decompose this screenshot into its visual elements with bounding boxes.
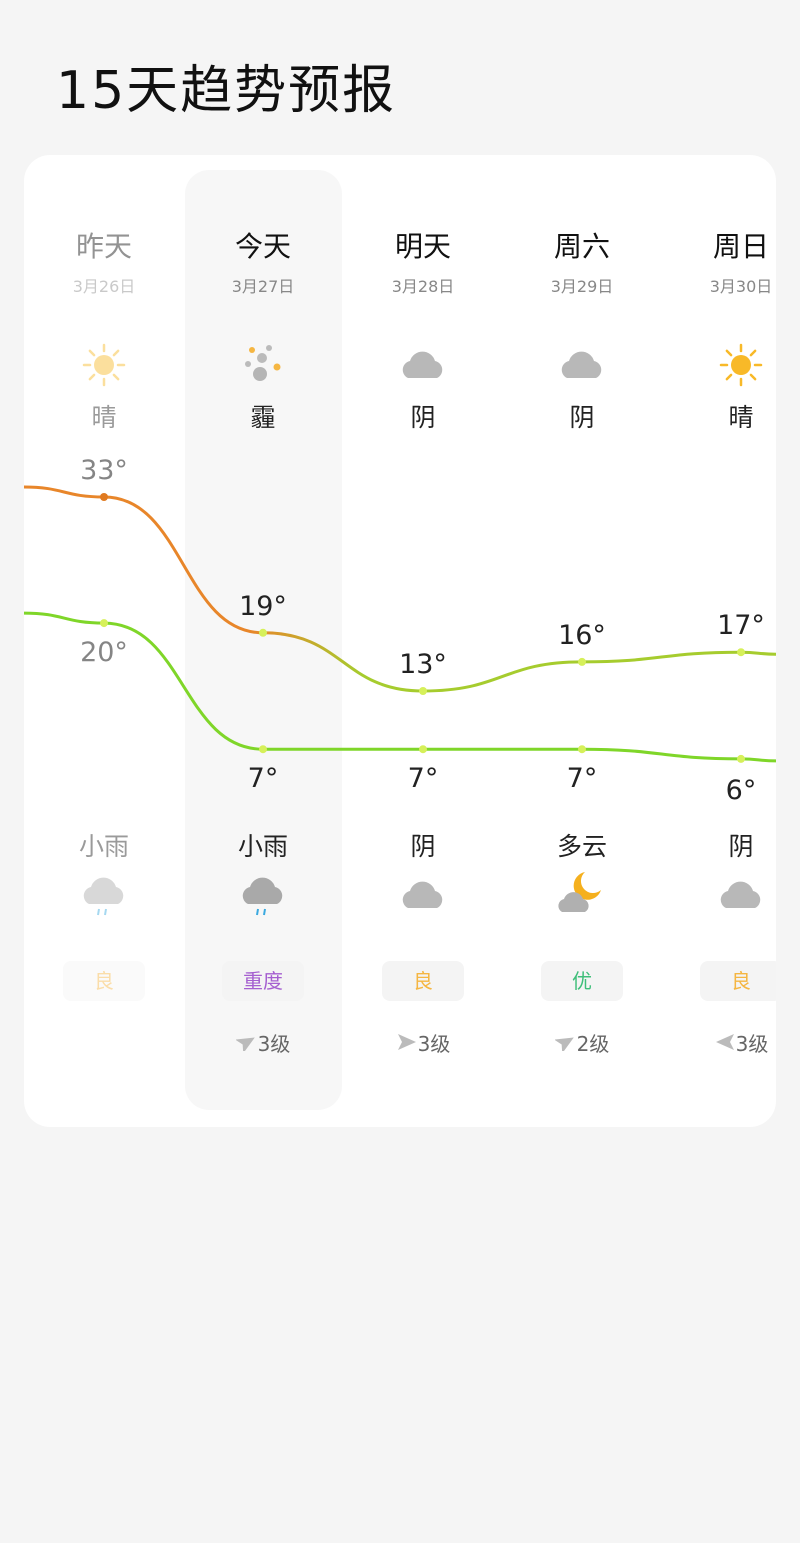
low-temp-label: 6° <box>726 775 757 806</box>
day-label: 周日 <box>712 230 769 263</box>
low-temp-label: 20° <box>80 637 128 668</box>
high-temp-point <box>100 493 108 501</box>
temperature-chart: 33° 19° 13° 16° 17° 20° 7° 7° 7° 6° <box>24 455 776 806</box>
night-weather: 多云 <box>556 832 607 861</box>
low-temp-label: 7° <box>408 763 439 794</box>
low-temp-point <box>737 754 745 763</box>
low-temp-point <box>259 745 267 754</box>
aqi-badge: 良 <box>382 961 464 1001</box>
wind-level: 3级 <box>666 1028 776 1057</box>
high-temp-point <box>419 687 427 695</box>
day-weather: 晴 <box>728 403 754 432</box>
cloud-icon <box>398 340 448 390</box>
day-label: 周六 <box>553 230 610 263</box>
high-temp-point <box>737 648 745 657</box>
page-title: 15天趋势预报 <box>56 61 397 121</box>
high-temp-line <box>24 485 776 693</box>
wind-text: 3级 <box>735 1032 769 1056</box>
wind-text: 3级 <box>417 1032 451 1056</box>
cloud-icon <box>557 340 607 390</box>
wind-level: 3级 <box>188 1028 338 1057</box>
today-highlight <box>185 170 342 1110</box>
cloud-icon <box>716 870 766 925</box>
day-label: 昨天 <box>75 230 132 263</box>
high-temp-label: 19° <box>239 591 287 622</box>
light-rain-icon <box>238 870 288 925</box>
wind-text: 3级 <box>257 1032 291 1056</box>
high-temp-label: 16° <box>558 620 606 651</box>
high-temp-label: 33° <box>80 455 128 486</box>
day-weather: 阴 <box>410 403 436 432</box>
low-temp-point <box>419 745 427 754</box>
high-temp-point <box>259 628 267 637</box>
night-weather: 小雨 <box>237 832 288 861</box>
high-temp-point <box>578 657 586 666</box>
forecast-card: 33° 19° 13° 16° 17° 20° 7° 7° 7° 6° 昨天 3月26日 晴 小雨… <box>24 155 776 1127</box>
date-label: 3月27日 <box>231 277 295 296</box>
wind-direction-icon <box>553 1037 574 1054</box>
day-label: 明天 <box>394 230 451 263</box>
night-weather: 小雨 <box>78 832 129 861</box>
wind-direction-icon <box>397 1034 416 1050</box>
day-weather: 霾 <box>250 403 276 432</box>
partly-cloudy-night-icon <box>557 870 607 925</box>
day-label: 今天 <box>234 230 291 263</box>
aqi-badge: 优 <box>541 961 623 1001</box>
wind-text: 2级 <box>576 1032 610 1056</box>
wind-level: 3级 <box>348 1028 498 1057</box>
wind-direction-icon <box>715 1034 734 1050</box>
night-weather: 阴 <box>728 832 754 861</box>
night-weather: 阴 <box>410 832 436 861</box>
wind-direction-icon <box>234 1037 255 1054</box>
cloud-icon <box>398 870 448 925</box>
light-rain-icon <box>79 870 129 925</box>
date-label: 3月28日 <box>391 277 455 296</box>
date-label: 3月30日 <box>709 277 773 296</box>
aqi-badge: 良 <box>700 961 776 1001</box>
low-temp-line <box>24 611 776 763</box>
day-weather: 阴 <box>569 403 595 432</box>
aqi-badge: 重度 <box>222 961 304 1001</box>
low-temp-label: 7° <box>248 763 279 794</box>
aqi-badge: 良 <box>63 961 145 1001</box>
sun-icon <box>716 340 766 390</box>
date-label: 3月26日 <box>72 277 136 296</box>
low-temp-point <box>100 619 108 628</box>
wind-level: 2级 <box>507 1028 657 1057</box>
sun-icon <box>79 340 129 390</box>
day-weather: 晴 <box>91 403 117 432</box>
high-temp-label: 17° <box>717 610 765 641</box>
haze-icon <box>238 340 288 390</box>
high-temp-label: 13° <box>399 649 447 680</box>
low-temp-point <box>578 745 586 754</box>
date-label: 3月29日 <box>550 277 614 296</box>
low-temp-label: 7° <box>567 763 598 794</box>
